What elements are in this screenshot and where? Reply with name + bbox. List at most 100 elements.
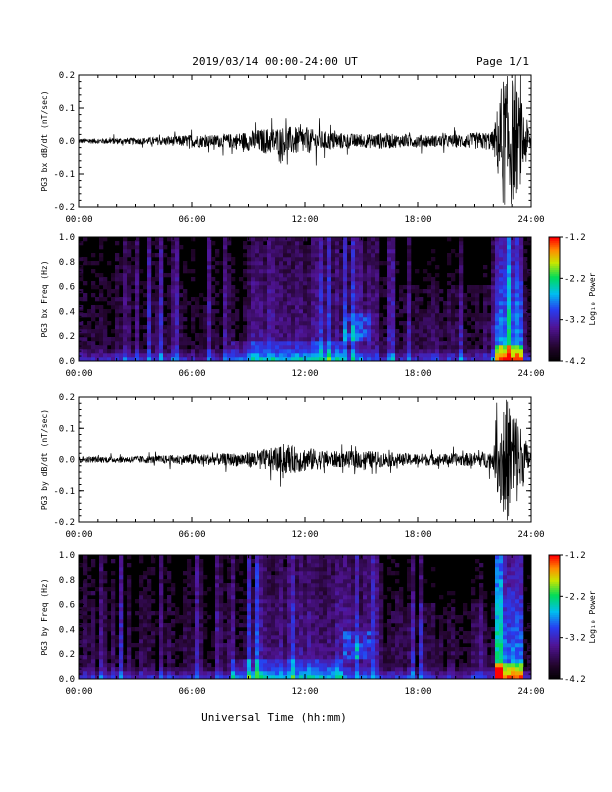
spectrogram-cell — [339, 603, 344, 608]
spectrogram-cell — [515, 269, 520, 274]
spectrogram-cell — [139, 583, 144, 588]
spectrogram-cell — [359, 293, 364, 298]
spectrogram-cell — [303, 591, 308, 596]
spectrogram-cell — [299, 353, 304, 358]
spectrogram-cell — [331, 353, 336, 358]
spectrogram-cell — [523, 289, 528, 294]
spectrogram-cell — [251, 639, 256, 644]
spectrogram-cell — [379, 333, 384, 338]
spectrogram-cell — [87, 345, 92, 350]
spectrogram-cell — [111, 647, 116, 652]
spectrogram-cell — [199, 559, 204, 564]
spectrogram-cell — [319, 273, 324, 278]
spectrogram-cell — [359, 333, 364, 338]
spectrogram-cell — [231, 257, 236, 262]
spectrogram-cell — [255, 273, 260, 278]
spectrogram-cell — [139, 357, 144, 362]
spectrogram-cell — [347, 269, 352, 274]
spectrogram-cell — [227, 615, 232, 620]
spectrogram-cell — [127, 619, 132, 624]
spectrogram-cell — [351, 583, 356, 588]
spectrogram-cell — [151, 663, 156, 668]
spectrogram-cell — [119, 675, 124, 680]
spectrogram-cell — [307, 349, 312, 354]
spectrogram-cell — [235, 675, 240, 680]
spectrogram-cell — [111, 631, 116, 636]
spectrogram-cell — [103, 313, 108, 318]
spectrogram-cell — [491, 341, 496, 346]
spectrogram-cell — [295, 329, 300, 334]
spectrogram-cell — [135, 627, 140, 632]
spectrogram-cell — [95, 285, 100, 290]
spectrogram-cell — [303, 671, 308, 676]
spectrogram-cell — [407, 345, 412, 350]
spectrogram-cell — [283, 627, 288, 632]
spectrogram-cell — [247, 667, 252, 672]
spectrogram-cell — [207, 615, 212, 620]
spectrogram-cell — [139, 663, 144, 668]
spectrogram-cell — [355, 297, 360, 302]
spectrogram-cell — [363, 281, 368, 286]
spectrogram-cell — [527, 321, 532, 326]
spectrogram-cell — [467, 297, 472, 302]
spectrogram-cell — [103, 595, 108, 600]
spectrogram-cell — [371, 357, 376, 362]
spectrogram-cell — [291, 317, 296, 322]
spectrogram-cell — [111, 595, 116, 600]
spectrogram-cell — [487, 349, 492, 354]
spectrogram-cell — [331, 631, 336, 636]
spectrogram-cell — [247, 249, 252, 254]
spectrogram-cell — [343, 285, 348, 290]
spectrogram-cell — [323, 603, 328, 608]
spectrogram-cell — [319, 591, 324, 596]
spectrogram-cell — [103, 647, 108, 652]
spectrogram-cell — [255, 293, 260, 298]
spectrogram-cell — [327, 313, 332, 318]
spectrogram-cell — [159, 583, 164, 588]
spectrogram-cell — [227, 575, 232, 580]
spectrogram-cell — [331, 571, 336, 576]
spectrogram-cell — [115, 341, 120, 346]
spectrogram-cell — [143, 603, 148, 608]
spectrogram-cell — [459, 237, 464, 242]
spectrogram-cell — [111, 599, 116, 604]
spectrogram-cell — [287, 567, 292, 572]
spectrogram-cell — [275, 635, 280, 640]
spectrogram-cell — [331, 651, 336, 656]
spectrogram-cell — [375, 293, 380, 298]
spectrogram-cell — [91, 349, 96, 354]
spectrogram-cell — [303, 273, 308, 278]
spectrogram-cell — [511, 337, 516, 342]
spectrogram-cell — [159, 297, 164, 302]
spectrogram-cell — [95, 349, 100, 354]
spectrogram-cell — [123, 321, 128, 326]
spectrogram-cell — [307, 305, 312, 310]
spectrogram-cell — [227, 309, 232, 314]
spectrogram-cell — [375, 285, 380, 290]
spectrogram-cell — [191, 631, 196, 636]
spectrogram-cell — [131, 325, 136, 330]
spectrogram-cell — [411, 349, 416, 354]
spectrogram-cell — [503, 333, 508, 338]
spectrogram-cell — [91, 603, 96, 608]
spectrogram-cell — [135, 337, 140, 342]
spectrogram-cell — [247, 349, 252, 354]
spectrogram-cell — [311, 567, 316, 572]
spectrogram-cell — [319, 607, 324, 612]
spectrogram-cell — [339, 281, 344, 286]
spectrogram-cell — [175, 285, 180, 290]
spectrogram-cell — [283, 357, 288, 362]
spectrogram-cell — [111, 341, 116, 346]
spectrogram-cell — [343, 289, 348, 294]
spectrogram-cell — [231, 297, 236, 302]
spectrogram-cell — [79, 643, 84, 648]
spectrogram-cell — [311, 261, 316, 266]
spectrogram-cell — [187, 571, 192, 576]
spectrogram-cell — [411, 309, 416, 314]
spectrogram-cell — [491, 257, 496, 262]
spectrogram-cell — [207, 281, 212, 286]
colorbar-segment — [549, 311, 560, 314]
spectrogram-cell — [179, 647, 184, 652]
spectrogram-cell — [279, 555, 284, 560]
spectrogram-cell — [359, 559, 364, 564]
